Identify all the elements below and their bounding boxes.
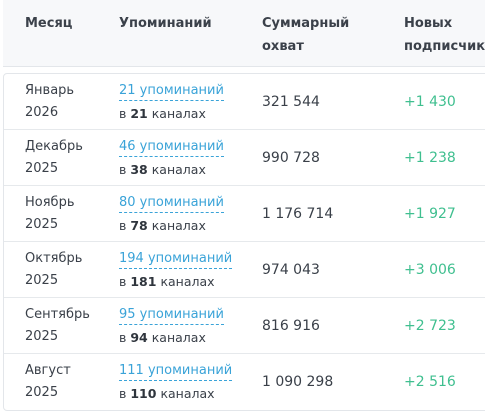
channels-number: 38 bbox=[130, 162, 148, 177]
reach-value: 1 176 714 bbox=[262, 206, 334, 222]
month-cell: Декабрь 2025 bbox=[25, 136, 83, 180]
channels-count: в 110 каналах bbox=[119, 385, 215, 403]
month-cell: Январь 2026 bbox=[25, 80, 74, 124]
table-row: Ноябрь 2025 80 упоминаний в 78 каналах 1… bbox=[4, 186, 485, 242]
channels-prefix: в bbox=[119, 274, 127, 289]
mentions-link[interactable]: 111 упоминаний bbox=[119, 362, 233, 381]
mentions-link[interactable]: 95 упоминаний bbox=[119, 306, 224, 325]
month-name: Январь bbox=[25, 83, 75, 98]
table-row: Август 2025 111 упоминаний в 110 каналах… bbox=[4, 354, 485, 410]
month-cell: Август 2025 bbox=[25, 360, 71, 404]
channels-prefix: в bbox=[119, 386, 127, 401]
mentions-link[interactable]: 80 упоминаний bbox=[119, 194, 224, 213]
table-row: Декабрь 2025 46 упоминаний в 38 каналах … bbox=[4, 130, 485, 186]
channels-suffix: каналах bbox=[160, 274, 215, 289]
month-cell: Ноябрь 2025 bbox=[25, 192, 74, 236]
subscribers-value: +1 927 bbox=[404, 206, 456, 222]
column-header-subscribers: Новых подписчиков bbox=[404, 16, 485, 54]
month-name: Август bbox=[25, 363, 71, 378]
table-header: Месяц Упоминаний Суммарный охват Новых п… bbox=[3, 0, 485, 67]
subscribers-value: +2 516 bbox=[404, 374, 456, 390]
channels-number: 181 bbox=[130, 274, 157, 289]
channels-prefix: в bbox=[119, 106, 127, 121]
column-header-month: Месяц bbox=[25, 16, 73, 31]
month-name: Ноябрь bbox=[25, 195, 75, 210]
month-year: 2025 bbox=[25, 161, 59, 176]
channels-suffix: каналах bbox=[160, 386, 215, 401]
table-row: Сентябрь 2025 95 упоминаний в 94 каналах… bbox=[4, 298, 485, 354]
subscribers-value: +1 430 bbox=[404, 94, 456, 110]
month-year: 2025 bbox=[25, 273, 59, 288]
month-name: Декабрь bbox=[25, 139, 83, 154]
reach-value: 990 728 bbox=[262, 150, 320, 166]
table-row: Январь 2026 21 упоминаний в 21 каналах 3… bbox=[4, 74, 485, 130]
channels-suffix: каналах bbox=[151, 218, 206, 233]
month-year: 2026 bbox=[25, 105, 59, 120]
mentions-link[interactable]: 46 упоминаний bbox=[119, 138, 224, 157]
channels-count: в 78 каналах bbox=[119, 217, 206, 235]
channels-suffix: каналах bbox=[151, 106, 206, 121]
channels-count: в 21 каналах bbox=[119, 105, 206, 123]
channels-number: 110 bbox=[130, 386, 157, 401]
channels-count: в 181 каналах bbox=[119, 273, 215, 291]
table-row: Октябрь 2025 194 упоминаний в 181 канала… bbox=[4, 242, 485, 298]
month-cell: Сентябрь 2025 bbox=[25, 304, 90, 348]
channels-suffix: каналах bbox=[151, 162, 206, 177]
reach-value: 1 090 298 bbox=[262, 374, 334, 390]
month-year: 2025 bbox=[25, 217, 59, 232]
channels-number: 78 bbox=[130, 218, 148, 233]
channels-prefix: в bbox=[119, 330, 127, 345]
month-year: 2025 bbox=[25, 329, 59, 344]
column-header-reach: Суммарный охват bbox=[262, 16, 350, 54]
channels-number: 94 bbox=[130, 330, 148, 345]
month-year: 2025 bbox=[25, 385, 59, 400]
subscribers-value: +1 238 bbox=[404, 150, 456, 166]
channels-prefix: в bbox=[119, 218, 127, 233]
stats-table: Январь 2026 21 упоминаний в 21 каналах 3… bbox=[3, 73, 485, 411]
mentions-link[interactable]: 21 упоминаний bbox=[119, 82, 224, 101]
channels-number: 21 bbox=[130, 106, 148, 121]
month-cell: Октябрь 2025 bbox=[25, 248, 82, 292]
mentions-link[interactable]: 194 упоминаний bbox=[119, 250, 233, 269]
reach-value: 816 916 bbox=[262, 318, 320, 334]
channels-count: в 94 каналах bbox=[119, 329, 206, 347]
month-name: Сентябрь bbox=[25, 307, 90, 322]
month-name: Октябрь bbox=[25, 251, 83, 266]
channels-suffix: каналах bbox=[151, 330, 206, 345]
reach-value: 974 043 bbox=[262, 262, 320, 278]
subscribers-value: +2 723 bbox=[404, 318, 456, 334]
column-header-mentions: Упоминаний bbox=[119, 16, 212, 31]
reach-value: 321 544 bbox=[262, 94, 320, 110]
subscribers-value: +3 006 bbox=[404, 262, 456, 278]
channels-count: в 38 каналах bbox=[119, 161, 206, 179]
channels-prefix: в bbox=[119, 162, 127, 177]
